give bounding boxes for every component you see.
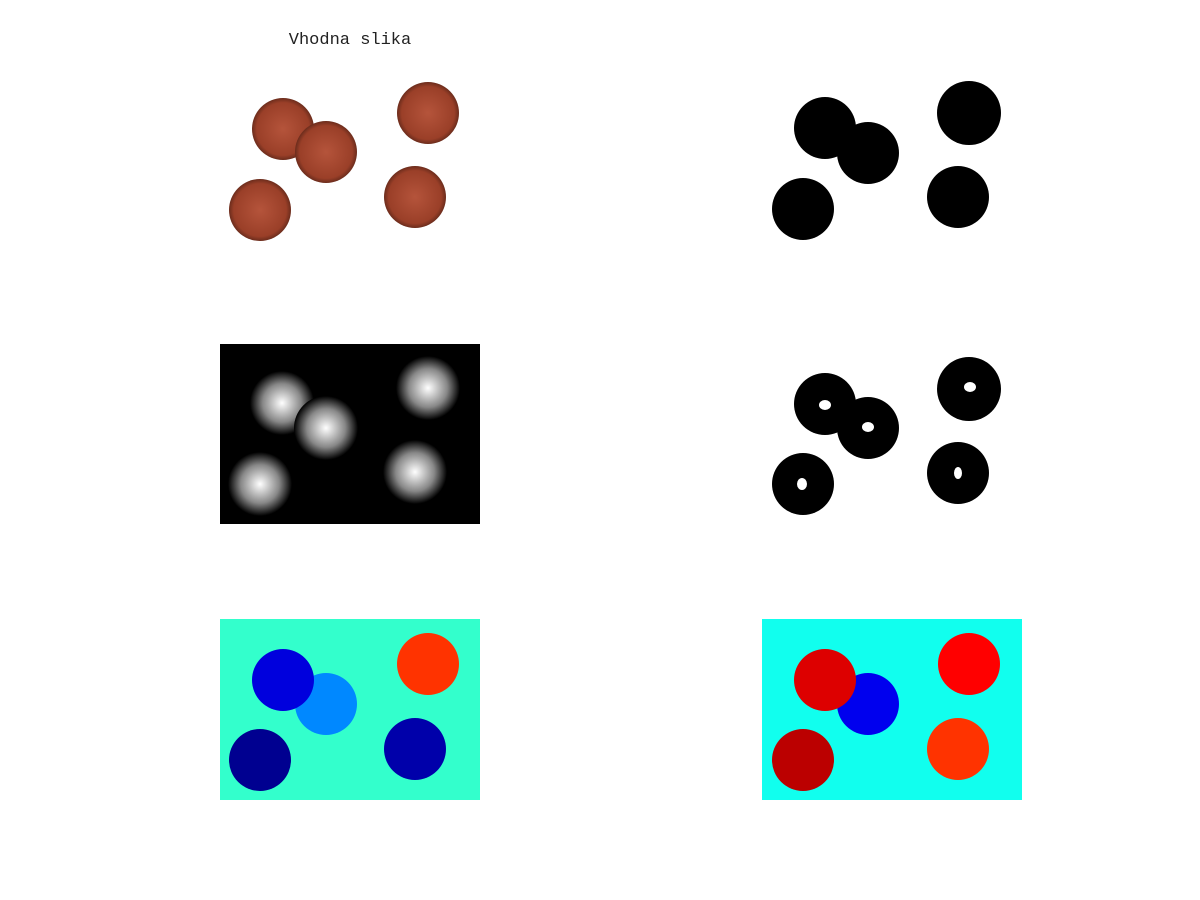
binary-image: [772, 81, 1001, 240]
original-image: [220, 69, 480, 249]
label-image-1: [220, 619, 480, 800]
label-image-2: [762, 619, 1022, 800]
subplot-title: Vhodna slika: [289, 31, 411, 50]
ring-image: [772, 357, 1001, 515]
distance-transform: [220, 344, 480, 524]
